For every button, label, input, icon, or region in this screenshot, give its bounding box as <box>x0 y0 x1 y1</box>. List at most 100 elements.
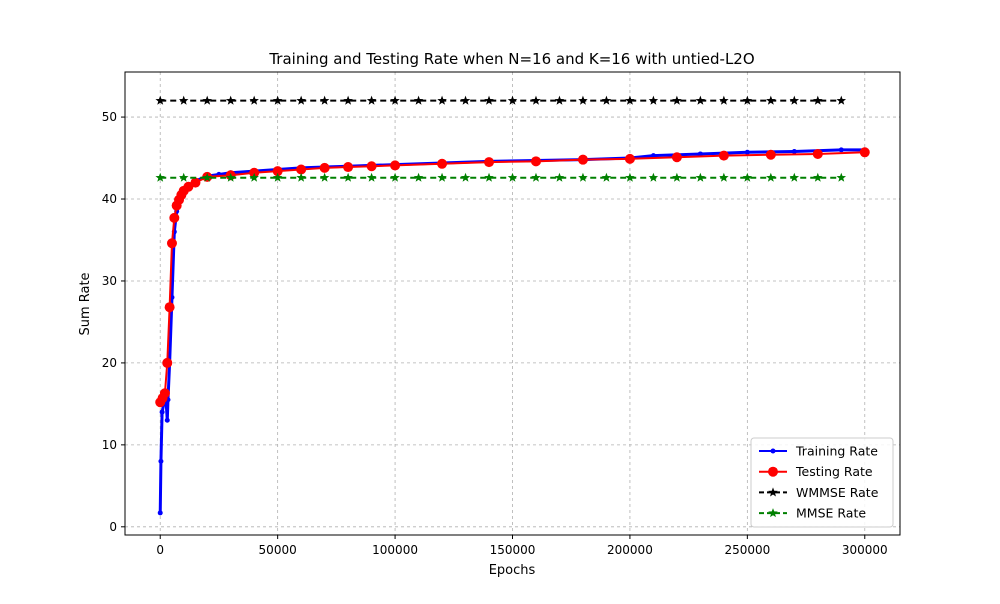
wmmse-rate-point <box>178 95 189 105</box>
testing-rate-point <box>577 154 588 165</box>
wmmse-rate-point <box>507 95 518 105</box>
wmmse-rate-point <box>766 95 776 105</box>
testing-rate-point <box>437 158 448 169</box>
wmmse-rate-point <box>578 95 588 105</box>
wmmse-rate-point <box>296 95 306 105</box>
mmse-rate-point <box>225 172 236 182</box>
training-rate-point <box>157 510 163 516</box>
testing-rate-point <box>859 147 870 158</box>
wmmse-rate-point <box>719 95 729 105</box>
wmmse-rate-point <box>460 95 471 105</box>
wmmse-rate-point <box>672 95 682 105</box>
mmse-rate-point <box>343 172 353 182</box>
series-layer <box>155 95 870 516</box>
testing-rate-point <box>624 153 635 164</box>
legend-label-testing-rate: Testing Rate <box>795 464 873 479</box>
mmse-rate-point <box>366 172 377 182</box>
mmse-rate-point <box>272 172 283 182</box>
legend-label-mmse-rate: MMSE Rate <box>796 506 866 521</box>
mmse-rate-point <box>695 172 706 182</box>
x-tick-label: 150000 <box>490 543 536 557</box>
wmmse-rate-point <box>202 95 212 105</box>
testing-rate-point <box>718 150 729 161</box>
wmmse-rate-point <box>531 95 541 105</box>
testing-rate-point <box>319 162 330 173</box>
x-tick-label: 100000 <box>372 543 418 557</box>
legend-label-training-rate: Training Rate <box>795 444 878 459</box>
wmmse-rate-point <box>390 95 400 105</box>
mmse-rate-series <box>155 172 847 182</box>
x-tick-label: 300000 <box>842 543 888 557</box>
wmmse-rate-point <box>225 95 236 105</box>
mmse-rate-point <box>836 172 847 182</box>
testing-rate-point <box>343 162 354 173</box>
testing-rate-point <box>765 149 776 160</box>
training-rate-point <box>158 458 164 464</box>
wmmse-rate-point <box>343 95 353 105</box>
training-rate-point <box>744 149 750 155</box>
mmse-rate-point <box>249 172 259 182</box>
mmse-rate-point <box>625 172 635 182</box>
wmmse-rate-point <box>366 95 377 105</box>
x-tick-label: 250000 <box>724 543 770 557</box>
mmse-rate-point <box>601 172 612 182</box>
testing-rate-point <box>272 166 283 177</box>
testing-rate-point <box>812 148 823 159</box>
legend-box <box>750 437 894 528</box>
wmmse-rate-point <box>155 95 165 105</box>
legend-label-wmmse-rate: WMMSE Rate <box>796 485 879 500</box>
wmmse-rate-point <box>437 95 447 105</box>
mmse-rate-point <box>319 172 330 182</box>
legend: Training Rate Testing Rate WMMSE Rate MMSE … <box>750 437 894 528</box>
wmmse-rate-point <box>554 95 565 105</box>
legend-marker-training-rate <box>770 448 776 454</box>
wmmse-rate-point <box>601 95 612 105</box>
mmse-rate-point <box>507 172 518 182</box>
wmmse-rate-point <box>319 95 330 105</box>
testing-rate-point <box>366 161 377 172</box>
y-tick-label: 10 <box>102 438 117 452</box>
mmse-rate-point <box>766 172 776 182</box>
mmse-rate-point <box>672 172 682 182</box>
testing-rate-point <box>190 177 201 188</box>
mmse-rate-point <box>155 172 165 182</box>
testing-rate-point <box>296 164 307 175</box>
mmse-rate-point <box>531 172 541 182</box>
wmmse-rate-point <box>625 95 635 105</box>
training-rate-point <box>697 151 703 157</box>
y-tick-label: 30 <box>102 274 117 288</box>
testing-rate-series <box>155 147 870 408</box>
mmse-rate-point <box>390 172 400 182</box>
wmmse-rate-point <box>484 95 494 105</box>
testing-rate-point <box>484 157 495 168</box>
mmse-rate-point <box>742 172 753 182</box>
mmse-rate-point <box>413 172 424 182</box>
mmse-rate-point <box>460 172 471 182</box>
testing-rate-point <box>169 212 180 223</box>
x-tick-label: 50000 <box>259 543 297 557</box>
training-rate-point <box>164 417 170 423</box>
y-tick-label: 40 <box>102 192 117 206</box>
training-rate-point <box>791 148 797 154</box>
testing-rate-point <box>390 160 401 171</box>
mmse-rate-point <box>437 172 447 182</box>
wmmse-rate-point <box>272 95 283 105</box>
wmmse-rate-point <box>789 95 800 105</box>
training-rate-point <box>650 153 656 159</box>
wmmse-rate-point <box>836 95 847 105</box>
mmse-rate-point <box>296 172 306 182</box>
mmse-rate-point <box>484 172 494 182</box>
mmse-rate-point <box>554 172 565 182</box>
wmmse-rate-point <box>648 95 659 105</box>
ticks-layer: 0 50000 100000 150000 200000 250000 300000 0 10 2… <box>102 110 888 557</box>
testing-rate-point <box>159 388 170 399</box>
testing-rate-point <box>164 302 175 313</box>
legend-marker-mmse-rate <box>768 508 778 518</box>
wmmse-rate-point <box>742 95 753 105</box>
legend-marker-testing-rate <box>768 466 778 477</box>
training-rate-point <box>838 147 844 153</box>
legend-marker-wmmse-rate <box>768 487 778 497</box>
mmse-rate-point <box>648 172 659 182</box>
wmmse-rate-point <box>249 95 259 105</box>
